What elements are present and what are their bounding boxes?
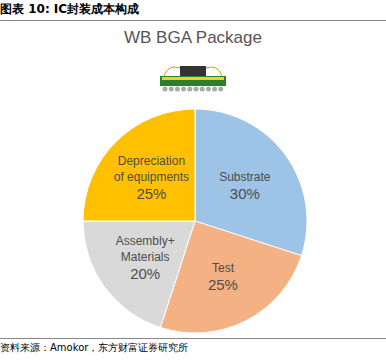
svg-text:Depreciationof equipments25%: Depreciationof equipments25% bbox=[114, 154, 189, 202]
svg-text:Test25%: Test25% bbox=[208, 261, 238, 293]
html-text:图表 10: IC封装成本构成: 图表 10: IC封装成本构成 bbox=[0, 2, 140, 16]
html-text:资料来源：Amokor，东方财富证券研究所: 资料来源：Amokor，东方财富证券研究所 bbox=[0, 342, 189, 353]
svg-text:Substrate30%: Substrate30% bbox=[219, 170, 271, 202]
html-text:WB BGA Package: WB BGA Package bbox=[124, 28, 262, 47]
svg-text:Assembly+Materials20%: Assembly+Materials20% bbox=[116, 234, 175, 282]
